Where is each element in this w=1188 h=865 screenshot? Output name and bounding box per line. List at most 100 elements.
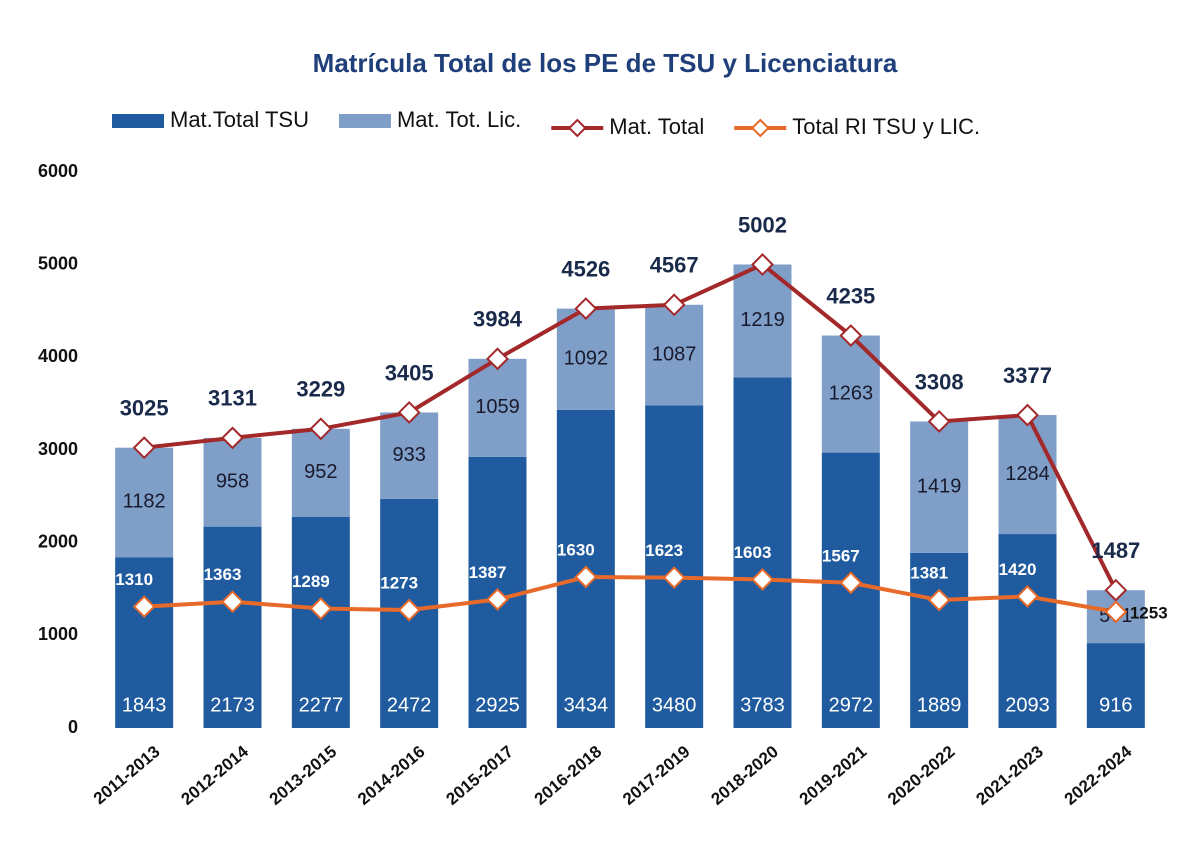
legend-marker: [750, 118, 770, 138]
line-marker: [1104, 600, 1128, 624]
line-value-label: 1273: [380, 574, 418, 593]
bar: [291, 428, 350, 517]
line-marker: [927, 588, 951, 612]
legend-swatch: [112, 114, 164, 128]
bar: [910, 421, 969, 553]
bar: [998, 415, 1057, 535]
bar: [380, 412, 439, 499]
line-value-label: 1310: [115, 570, 153, 589]
line-marker: [574, 297, 598, 321]
bar-value-label: 1263: [829, 382, 874, 404]
line-value-label: 1363: [204, 565, 242, 584]
line-value-label: 1487: [1091, 538, 1140, 563]
bar: [998, 534, 1057, 728]
line-marker: [1016, 584, 1039, 608]
bar-value-label: 916: [1099, 694, 1132, 716]
bar-value-label: 1843: [122, 694, 167, 716]
bar-value-label: 1419: [917, 475, 962, 497]
bar-value-label: 2173: [210, 694, 255, 716]
bar: [115, 447, 174, 558]
bar-value-label: 1092: [564, 347, 609, 369]
bar-value-label: 1182: [123, 491, 166, 513]
line-value-label: 3229: [296, 377, 345, 402]
line-value-label: 1420: [999, 560, 1037, 579]
line-marker: [662, 566, 686, 590]
y-tick-label: 6000: [38, 161, 78, 181]
line: [143, 262, 1118, 592]
line-value-label: 3405: [385, 360, 434, 385]
line-value-label: 1623: [645, 541, 683, 560]
bar-value-label: 1284: [1005, 463, 1050, 485]
y-tick-label: 5000: [38, 253, 78, 273]
line-value-label: 5002: [738, 212, 787, 237]
line-value-label: 3984: [473, 307, 523, 332]
line-marker: [132, 595, 156, 619]
bar-value-label: 2093: [1005, 694, 1050, 716]
bar: [556, 308, 615, 410]
line-value-label: 1387: [469, 563, 507, 582]
line-marker: [486, 588, 509, 611]
line-value-label: 3025: [120, 395, 169, 420]
bar: [468, 358, 527, 457]
line-value-label: 4235: [826, 283, 875, 308]
bar-value-label: 2472: [387, 694, 432, 716]
line-marker: [751, 253, 774, 276]
line-marker: [1104, 578, 1128, 602]
line-marker: [751, 568, 774, 591]
line-value-label: 3308: [915, 369, 964, 394]
line: [144, 574, 1117, 614]
bar: [910, 552, 969, 728]
line-value-label: 3131: [208, 386, 257, 411]
line-value-label: 1603: [734, 543, 772, 562]
bar: [203, 526, 262, 728]
bar-value-label: 1889: [917, 694, 962, 716]
line-value-label: 4567: [650, 253, 699, 278]
line-marker: [574, 565, 598, 589]
y-tick-label: 0: [68, 717, 78, 737]
line-marker: [839, 571, 863, 595]
line-marker: [486, 347, 509, 371]
line-marker: [221, 590, 244, 614]
line-marker: [662, 293, 686, 317]
line-marker: [397, 598, 421, 622]
line-marker: [221, 426, 244, 450]
bar-value-label: 2972: [829, 694, 874, 716]
bar-value-label: 1059: [475, 396, 520, 418]
line-value-label: 3377: [1003, 363, 1052, 388]
bar-value-label: 958: [216, 471, 249, 493]
line-marker: [309, 597, 333, 620]
line-value-label: 4526: [561, 256, 610, 281]
line-marker: [839, 324, 863, 347]
bar-value-label: 2925: [475, 694, 520, 716]
line-value-label: 1630: [557, 540, 595, 559]
line-marker: [1016, 403, 1039, 427]
bar: [733, 377, 792, 728]
bar-value-label: 2277: [299, 694, 344, 716]
bar-value-label: 933: [392, 444, 425, 466]
bar: [733, 264, 792, 378]
bar-value-label: 952: [304, 461, 337, 483]
line-marker: [927, 410, 951, 433]
bar-value-label: 3783: [740, 694, 785, 716]
line-marker: [132, 436, 156, 460]
y-tick-label: 1000: [38, 624, 78, 644]
legend-label: Total RI TSU y LIC.: [792, 114, 980, 139]
bar-value-label: 3434: [564, 694, 609, 716]
line-marker: [397, 401, 421, 424]
line-value-label: 1381: [910, 564, 948, 583]
line-value-label: 1567: [822, 546, 860, 565]
bar: [115, 557, 174, 728]
legend-label: Mat.Total TSU: [170, 107, 309, 132]
bar: [203, 437, 262, 527]
legend-label: Mat. Total: [609, 114, 704, 139]
bar: [291, 516, 350, 728]
bar-value-label: 3480: [652, 694, 697, 716]
y-tick-label: 2000: [38, 531, 78, 551]
bar-value-label: 1219: [740, 309, 785, 331]
y-tick-label: 3000: [38, 439, 78, 459]
legend-marker: [567, 118, 587, 138]
chart-title: Matrícula Total de los PE de TSU y Licen…: [313, 48, 898, 78]
legend-label: Mat. Tot. Lic.: [397, 107, 521, 132]
